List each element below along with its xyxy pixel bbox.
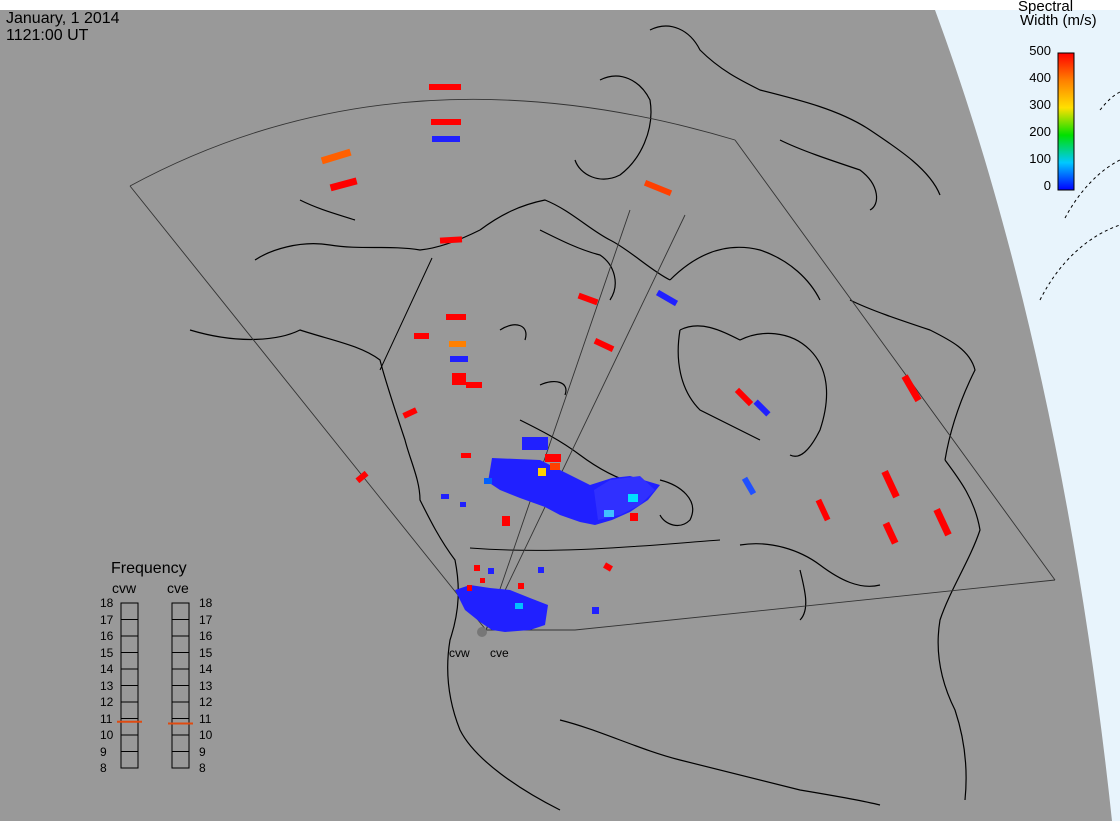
frequency-tick-left: 13 [100,678,114,693]
frequency-tick-left: 15 [100,645,114,660]
fov-outline [129,98,1056,631]
frequency-title: Frequency [111,560,187,577]
site-label-cvw: cvw [449,646,470,660]
frequency-tick-right: 16 [199,629,213,643]
colorbar-tick: 0 [1043,178,1051,193]
date-label: January, 1 2014 [6,10,120,27]
frequency-tick-left: 17 [100,612,114,627]
frequency-tick-left: 11 [100,711,113,726]
frequency-tick-right: 11 [199,711,212,726]
frequency-tick-right: 13 [199,678,213,693]
frequency-scales [120,602,190,769]
frequency-tick-right: 14 [199,662,213,676]
frequency-tick-left: 10 [100,728,114,742]
colorbar-title-line1: Spectral [1018,0,1074,15]
colorbar-title-line2: Width (m/s) [1020,12,1097,29]
colorbar-tick: 100 [1029,151,1051,166]
frequency-tick-left: 18 [100,596,114,610]
frequency-tick-right: 12 [199,695,213,709]
colorbar-tick: 400 [1029,70,1051,85]
time-label: 1121:00 UT [6,27,89,44]
coastlines [189,25,981,811]
colorbar-tick: 300 [1029,97,1051,112]
frequency-tick-left: 12 [100,695,114,709]
frequency-tick-left: 9 [100,744,107,759]
latitude-circles [1039,91,1120,301]
frequency-radar-label-cve: cve [167,580,189,596]
frequency-tick-left: 14 [100,662,114,676]
colorbar-gradient [1057,52,1075,191]
frequency-tick-right: 15 [199,645,213,660]
terminator-region [935,10,1120,821]
frequency-tick-right: 18 [199,596,213,610]
frequency-tick-right: 9 [199,744,206,759]
frequency-tick-right: 10 [199,728,213,742]
frequency-tick-right: 17 [199,612,213,627]
radar-scatter [320,84,952,637]
frequency-tick-left: 16 [100,629,114,643]
colorbar-tick: 500 [1029,43,1051,58]
frequency-tick-right: 8 [199,761,206,775]
boundaries [379,257,721,551]
site-label-cve: cve [490,646,509,660]
frequency-tick-left: 8 [100,761,107,775]
colorbar-tick: 200 [1029,124,1051,139]
frequency-radar-label-cvw: cvw [112,580,137,596]
